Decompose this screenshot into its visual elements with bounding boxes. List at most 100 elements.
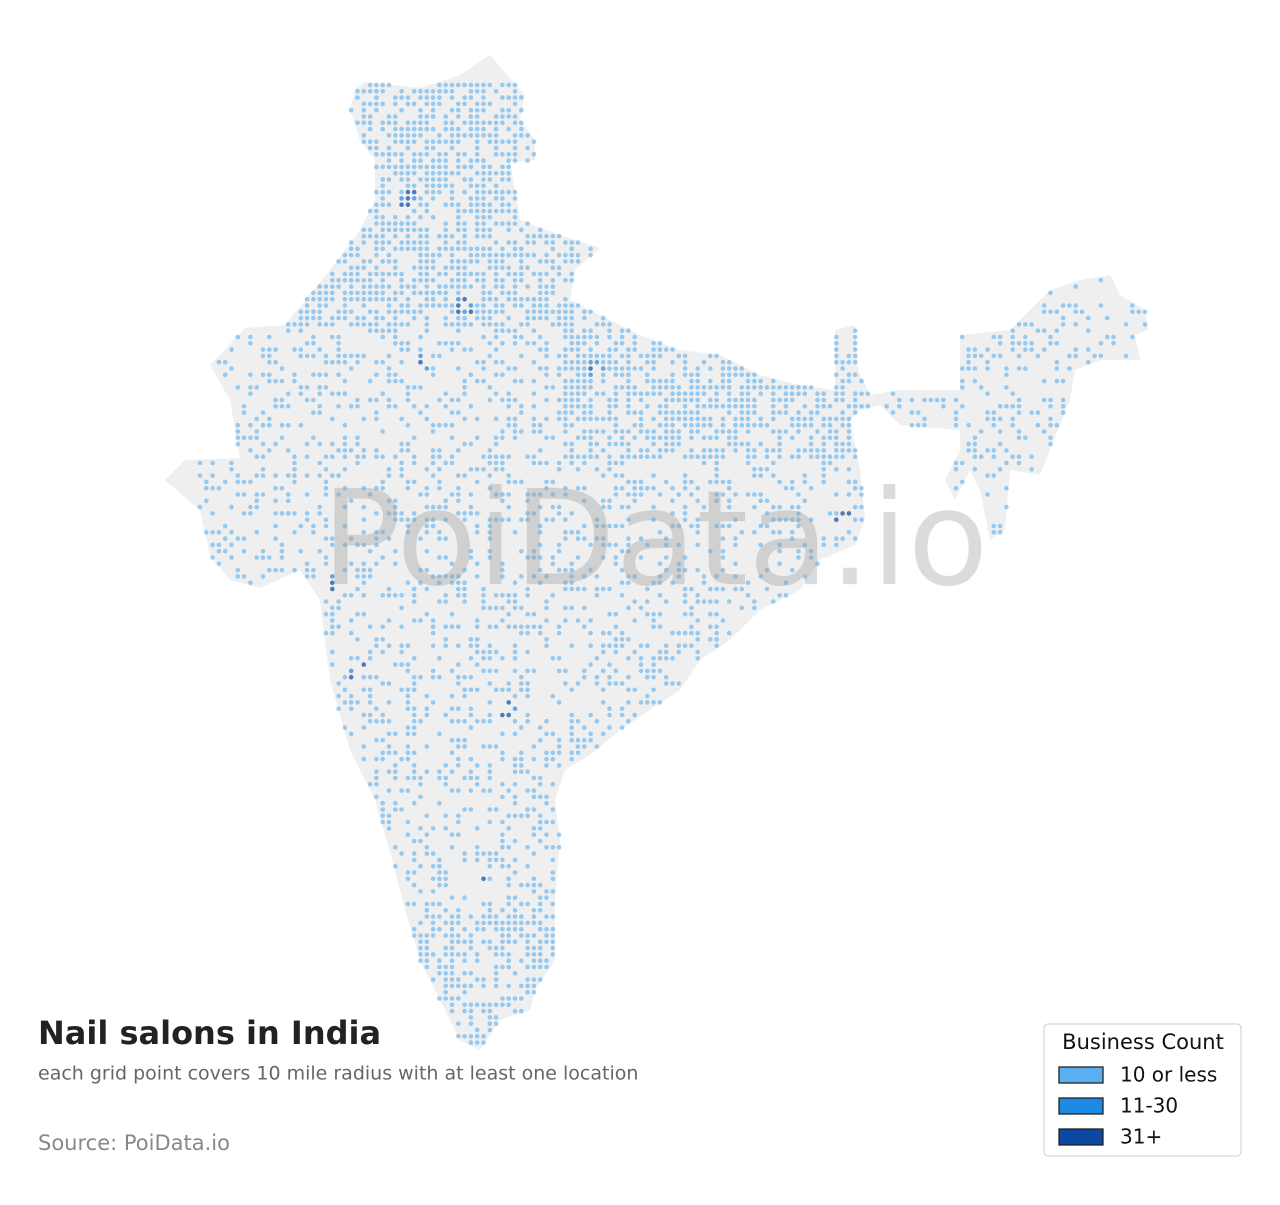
grid-point (991, 473, 997, 478)
grid-point (657, 347, 663, 352)
grid-point (537, 819, 543, 825)
grid-point (500, 170, 505, 176)
grid-point (500, 952, 505, 957)
grid-point (821, 467, 826, 472)
grid-point (468, 548, 474, 554)
grid-point (506, 788, 512, 793)
grid-point (613, 473, 619, 478)
grid-point (462, 309, 467, 315)
grid-point (512, 215, 518, 220)
grid-point (279, 404, 285, 409)
grid-point (456, 290, 461, 296)
grid-point (670, 422, 675, 428)
grid-point (374, 794, 379, 800)
grid-point (512, 328, 518, 334)
grid-point (556, 567, 562, 573)
grid-point (380, 215, 386, 220)
grid-point (834, 341, 839, 346)
grid-point (380, 429, 386, 434)
grid-point (613, 637, 619, 642)
grid-point (626, 637, 631, 642)
grid-point (367, 574, 373, 579)
grid-point (399, 416, 404, 422)
grid-point (430, 366, 436, 371)
grid-point (972, 353, 978, 359)
grid-point (254, 473, 259, 478)
grid-point (456, 208, 461, 214)
grid-point (519, 920, 524, 926)
grid-point (531, 416, 537, 422)
grid-point (985, 492, 990, 497)
grid-point (600, 542, 606, 548)
grid-point (525, 221, 530, 226)
grid-point (676, 630, 682, 636)
grid-point (657, 561, 663, 567)
grid-point (739, 410, 745, 415)
grid-point (600, 668, 606, 674)
grid-point (739, 416, 745, 422)
grid-point (374, 189, 379, 195)
grid-point (544, 750, 549, 756)
grid-point (607, 611, 612, 617)
grid-point (393, 807, 398, 812)
grid-point (437, 580, 442, 585)
grid-point (563, 485, 568, 491)
grid-point (519, 574, 524, 579)
grid-point (506, 593, 512, 598)
grid-point (600, 731, 606, 737)
grid-point (468, 656, 474, 661)
grid-point (588, 404, 593, 409)
grid-point (695, 378, 700, 384)
grid-point (689, 435, 694, 441)
grid-point (682, 410, 688, 415)
grid-point (708, 397, 713, 403)
grid-point (638, 643, 644, 648)
grid-point (449, 397, 455, 403)
grid-point (852, 334, 858, 340)
grid-point (519, 95, 524, 100)
grid-point (493, 328, 499, 334)
grid-point (386, 309, 392, 315)
grid-point (582, 435, 587, 441)
grid-point (374, 706, 379, 711)
grid-point (481, 278, 486, 283)
grid-point (399, 309, 404, 315)
grid-point (443, 813, 449, 819)
grid-point (405, 385, 411, 390)
grid-point (411, 769, 417, 774)
grid-point (361, 265, 367, 271)
grid-point (311, 574, 316, 579)
grid-point (317, 322, 323, 327)
grid-point (424, 548, 430, 554)
grid-point (304, 473, 310, 478)
grid-point (437, 504, 442, 510)
grid-point (840, 422, 845, 428)
grid-point (449, 89, 455, 94)
grid-point (1104, 315, 1110, 321)
grid-point (1004, 460, 1009, 466)
grid-point (714, 523, 719, 529)
grid-point (607, 630, 612, 636)
grid-point (493, 372, 499, 378)
grid-point (437, 422, 442, 428)
grid-point (726, 479, 732, 485)
grid-point (411, 454, 417, 460)
grid-point (430, 290, 436, 296)
grid-point (487, 807, 493, 812)
grid-point (443, 271, 449, 277)
grid-point (418, 278, 423, 283)
grid-point (701, 574, 707, 579)
grid-point (537, 926, 543, 932)
grid-point (481, 851, 486, 856)
grid-point (563, 404, 568, 409)
grid-point (569, 366, 574, 371)
grid-point (210, 460, 215, 466)
grid-point (582, 315, 587, 321)
grid-point (418, 933, 423, 938)
grid-point (1054, 341, 1060, 346)
grid-point (550, 504, 556, 510)
grid-point (424, 366, 430, 371)
grid-point (411, 511, 417, 516)
grid-point (733, 574, 738, 579)
grid-point (645, 404, 650, 409)
